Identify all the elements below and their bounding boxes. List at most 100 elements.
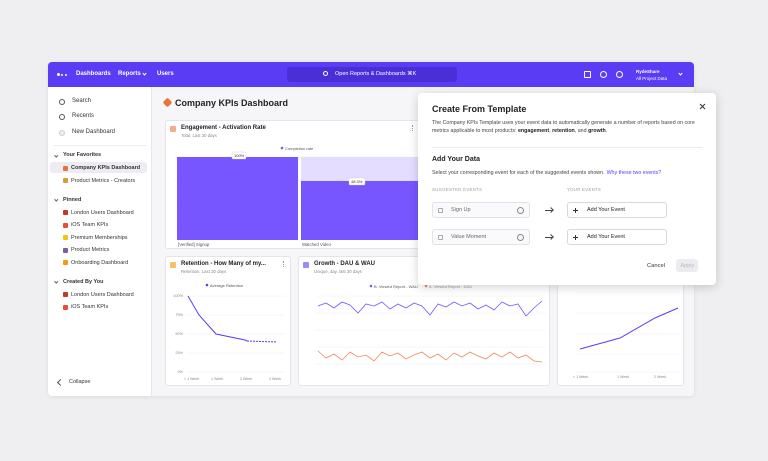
- active-item: [50, 162, 147, 173]
- value-label-box: [231, 151, 247, 160]
- card-subtitle: Retention, Last 30 days: [181, 268, 227, 274]
- y-label: 100%: [173, 294, 183, 298]
- nav-icon[interactable]: [616, 71, 623, 78]
- plus-v: [575, 207, 576, 213]
- column-header: YOUR EVENTS: [567, 187, 602, 192]
- sidebar-action[interactable]: Search: [72, 98, 92, 104]
- sidebar-item[interactable]: London Users Dashboard: [71, 209, 134, 216]
- y-label: 75%: [175, 313, 183, 317]
- logo-dot: [57, 73, 60, 76]
- card-subtitle: Total, Last 30 days: [181, 132, 217, 138]
- instruction-text: Select your corresponding event for each…: [432, 170, 605, 176]
- search-icon: [323, 71, 328, 76]
- item-icon: [63, 222, 68, 228]
- dau-line: [317, 350, 543, 363]
- value-label: 100%: [234, 153, 245, 158]
- item-icon: [63, 165, 68, 171]
- card-title[interactable]: Retention - How Many of my...: [181, 260, 266, 267]
- nav-link[interactable]: Reports: [118, 71, 141, 77]
- sidebar-item[interactable]: Onboarding Dashboard: [71, 259, 129, 266]
- sidebar-item[interactable]: Product Metrics: [71, 247, 110, 253]
- cancel-button[interactable]: Cancel: [647, 262, 666, 269]
- y-label: 0%: [177, 370, 184, 374]
- sidebar-item[interactable]: Premium Memberships: [71, 234, 128, 241]
- sidebar-action[interactable]: Recents: [72, 113, 95, 119]
- text: growth: [588, 127, 606, 134]
- retention-line: [579, 307, 679, 350]
- item-icon: [63, 178, 68, 183]
- search-bar[interactable]: [287, 67, 457, 82]
- legend-label: A. Viewed Report - DAU: [429, 284, 473, 289]
- section-title[interactable]: Created By You: [63, 278, 104, 285]
- bar: [301, 181, 418, 240]
- modal-description: The Company KPIs Template uses your even…: [432, 120, 704, 135]
- legend-dot: [205, 283, 209, 287]
- x-label: Watched Video: [302, 241, 331, 247]
- sidebar-item[interactable]: iOS Team KPIs: [71, 222, 109, 228]
- item-icon: [63, 235, 68, 240]
- card-icon: [303, 262, 309, 268]
- report-card: [165, 256, 291, 386]
- arrow-shaft: [545, 209, 553, 211]
- sidebar-item[interactable]: London Users Dashboard: [71, 291, 134, 298]
- x-label: [Verified] Signup: [178, 241, 210, 247]
- logo-dot: [61, 73, 63, 76]
- add-event-label: Add Your Event: [587, 207, 625, 213]
- x-label: 3 Week: [269, 377, 282, 381]
- card-title[interactable]: Engagement - Activation Rate: [181, 124, 266, 131]
- collapse-button[interactable]: Collapse: [69, 379, 91, 385]
- sidebar-item[interactable]: iOS Team KPIs: [71, 304, 109, 310]
- x-label: 2 Week: [240, 377, 253, 381]
- text: The Company KPIs Template uses your even…: [432, 120, 695, 134]
- nav-icon[interactable]: [600, 71, 607, 78]
- card-title[interactable]: Growth - DAU & WAU: [314, 260, 375, 267]
- sidebar-item[interactable]: Product Metrics - Creators: [71, 177, 136, 184]
- nav-link[interactable]: Users: [157, 71, 174, 77]
- sidebar-item[interactable]: Company KPIs Dashboard: [71, 165, 141, 171]
- legend-label: Average Retention: [210, 283, 244, 288]
- action-icon: [59, 113, 65, 120]
- account-name[interactable]: RydeShare: [636, 69, 660, 74]
- close-button[interactable]: [699, 103, 706, 110]
- x-label: < 1 Week: [573, 375, 589, 379]
- section-title[interactable]: Pinned: [63, 196, 82, 203]
- retention-line: [187, 295, 248, 342]
- legend-label: B. Viewed Report - WAU: [374, 284, 418, 289]
- column-header: SUGGESTED EVENTS: [432, 187, 483, 192]
- x-label: < 1 Week: [184, 377, 200, 381]
- info-icon: [517, 206, 524, 214]
- logo-dot: [65, 73, 67, 76]
- card-icon: [170, 262, 176, 268]
- action-icon: [59, 129, 65, 136]
- section-title[interactable]: Your Favorites: [63, 152, 102, 158]
- event-icon: [438, 234, 443, 240]
- item-icon: [63, 210, 68, 215]
- add-event-button[interactable]: [567, 229, 667, 245]
- nav-icon[interactable]: [584, 71, 591, 78]
- legend-dot: [280, 146, 284, 150]
- suggested-event: Sign Up: [451, 207, 471, 213]
- value-label: 48.3%: [351, 179, 363, 184]
- card-menu: [412, 125, 414, 131]
- text: ,: [549, 127, 553, 134]
- sidebar: [48, 87, 152, 396]
- help-link[interactable]: Why these two events?: [606, 170, 662, 176]
- x-label: 2 Week: [654, 375, 667, 379]
- value-label-box: [348, 177, 366, 186]
- event-input: [432, 202, 530, 218]
- event-input: [432, 229, 530, 245]
- x-label: 1 Week: [211, 377, 224, 381]
- card-subtitle: Unique, day, last 30 days: [314, 268, 362, 274]
- text: retention: [552, 127, 575, 134]
- text: , and: [574, 127, 589, 134]
- suggested-event: Value Moment: [451, 234, 487, 240]
- sidebar-action[interactable]: New Dashboard: [72, 129, 116, 135]
- add-event-button[interactable]: [567, 202, 667, 218]
- apply-label: Apply: [680, 262, 695, 269]
- arrow-shaft: [545, 236, 553, 238]
- event-icon: [438, 207, 443, 213]
- nav-link[interactable]: Dashboards: [76, 71, 111, 77]
- apply-button[interactable]: Apply: [676, 259, 698, 272]
